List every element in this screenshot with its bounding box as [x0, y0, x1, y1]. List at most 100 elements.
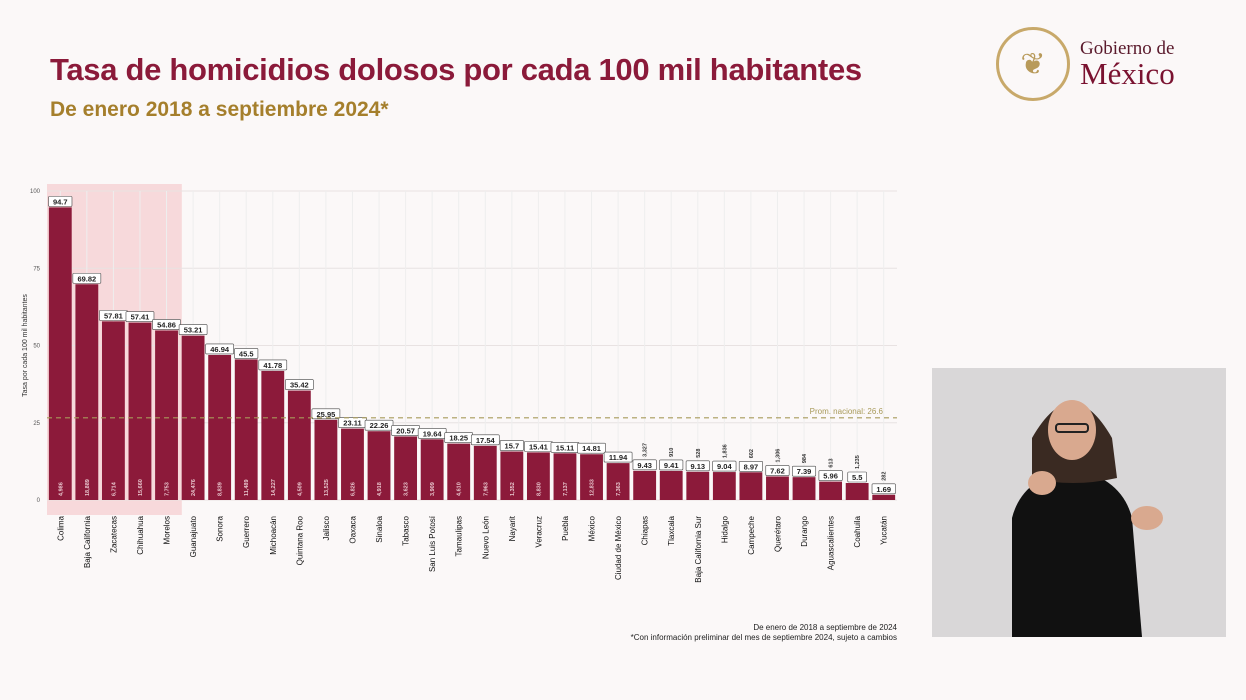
count-label: 1,306 [775, 449, 781, 463]
data-label-box [792, 465, 817, 477]
data-label: 20.57 [396, 426, 415, 435]
data-label: 15.11 [556, 443, 574, 452]
footnote-period: De enero de 2018 a septiembre de 2024 [753, 623, 897, 632]
bar [155, 330, 178, 500]
data-label-box [48, 196, 73, 207]
x-tick-label: Colima [56, 515, 65, 540]
logo-line1: Gobierno de [1080, 38, 1175, 59]
x-tick-label: Tabasco [402, 515, 411, 545]
count-label: 8,830 [536, 482, 542, 496]
bar [500, 451, 524, 500]
data-label-box [603, 451, 633, 463]
count-label: 7,363 [616, 482, 622, 496]
bar [659, 470, 683, 500]
data-label-box [125, 311, 155, 322]
bar [633, 470, 657, 500]
count-label: 6,714 [111, 481, 117, 496]
count-label: 7,137 [563, 482, 569, 496]
data-label: 46.94 [210, 345, 230, 354]
x-tick-label: Hidalgo [720, 515, 729, 543]
x-tick-label: Aguascalientes [827, 516, 836, 570]
bar [420, 439, 444, 500]
data-label-box [72, 272, 102, 284]
data-label: 8.97 [744, 462, 759, 471]
data-label: 22.26 [370, 421, 389, 430]
national-seal-icon: ❦ [996, 27, 1070, 101]
data-label: 94.7 [53, 197, 68, 206]
data-label: 5.96 [823, 472, 838, 481]
count-label: 984 [802, 453, 808, 463]
count-label: 4,918 [377, 482, 383, 496]
x-tick-label: Veracruz [534, 516, 543, 548]
bar [526, 452, 550, 500]
count-label: 18,889 [85, 479, 91, 496]
data-label: 23.11 [343, 419, 361, 428]
count-label: 613 [829, 458, 835, 467]
count-label: 3,623 [404, 482, 410, 496]
data-label-box [178, 324, 208, 335]
x-tick-label: Jalisco [322, 515, 331, 540]
national-average-label: Prom. nacional: 26.6 [810, 407, 884, 416]
data-label: 19.64 [423, 429, 443, 438]
data-label: 9.43 [637, 461, 652, 470]
data-label: 7.62 [770, 466, 785, 475]
data-label-box [818, 470, 843, 481]
bar [234, 359, 258, 500]
count-label: 602 [749, 449, 755, 458]
data-label-box [234, 348, 259, 359]
data-label: 41.78 [263, 361, 282, 370]
count-label: 7,963 [483, 482, 489, 496]
data-label: 45.5 [239, 349, 254, 358]
count-label: 14,227 [271, 479, 277, 496]
x-tick-label: San Luis Potosí [428, 515, 437, 572]
data-label: 57.41 [131, 313, 150, 322]
data-label: 7.39 [797, 467, 812, 476]
logo-line2: México [1080, 56, 1175, 91]
data-label-box [499, 440, 524, 451]
count-label: 3,909 [430, 482, 436, 496]
count-label: 24,476 [191, 479, 197, 496]
bar [553, 453, 577, 500]
x-tick-label: Michoacán [269, 516, 278, 555]
data-label-box [285, 379, 314, 390]
bar [845, 483, 869, 500]
footnote: De enero de 2018 a septiembre de 2024 *C… [631, 623, 897, 643]
data-label-box [847, 471, 867, 483]
count-label: 8,839 [218, 482, 224, 496]
data-label-box [632, 459, 657, 471]
x-tick-label: Morelos [163, 516, 172, 544]
data-label: 53.21 [184, 326, 203, 335]
bar [367, 431, 391, 500]
bar [819, 481, 843, 500]
bar [473, 445, 497, 500]
footnote-note: *Con información preliminar del mes de s… [630, 633, 897, 642]
x-tick-label: Querétaro [773, 515, 782, 552]
x-tick-label: Sinaloa [375, 515, 384, 542]
x-tick-label: Campeche [747, 515, 756, 554]
page-subtitle: De enero 2018 a septiembre 2024* [50, 98, 389, 121]
bar [686, 471, 710, 500]
data-label-box [685, 460, 710, 472]
x-tick-label: Nayarit [508, 515, 517, 541]
count-label: 6,826 [350, 482, 356, 496]
x-tick-label: Guerrero [242, 515, 251, 548]
data-label: 9.04 [717, 462, 732, 471]
data-label-box [659, 459, 684, 471]
x-tick-label: Chiapas [641, 516, 650, 545]
bar [314, 419, 338, 500]
x-tick-label: Baja California [83, 515, 92, 568]
data-label: 9.13 [690, 462, 705, 471]
bar [872, 494, 896, 500]
bar [447, 443, 471, 500]
x-tick-label: Chihuahua [136, 515, 145, 554]
data-label: 54.86 [157, 320, 176, 329]
x-tick-label: Baja California Sur [694, 516, 703, 583]
data-label-box [765, 465, 790, 476]
count-label: 528 [696, 449, 702, 458]
x-tick-label: Yucatán [880, 516, 889, 545]
data-label-box [205, 343, 234, 355]
y-tick-label: 75 [33, 266, 40, 272]
count-label: 12,833 [590, 479, 596, 496]
x-tick-label: Zacatecas [109, 516, 118, 553]
